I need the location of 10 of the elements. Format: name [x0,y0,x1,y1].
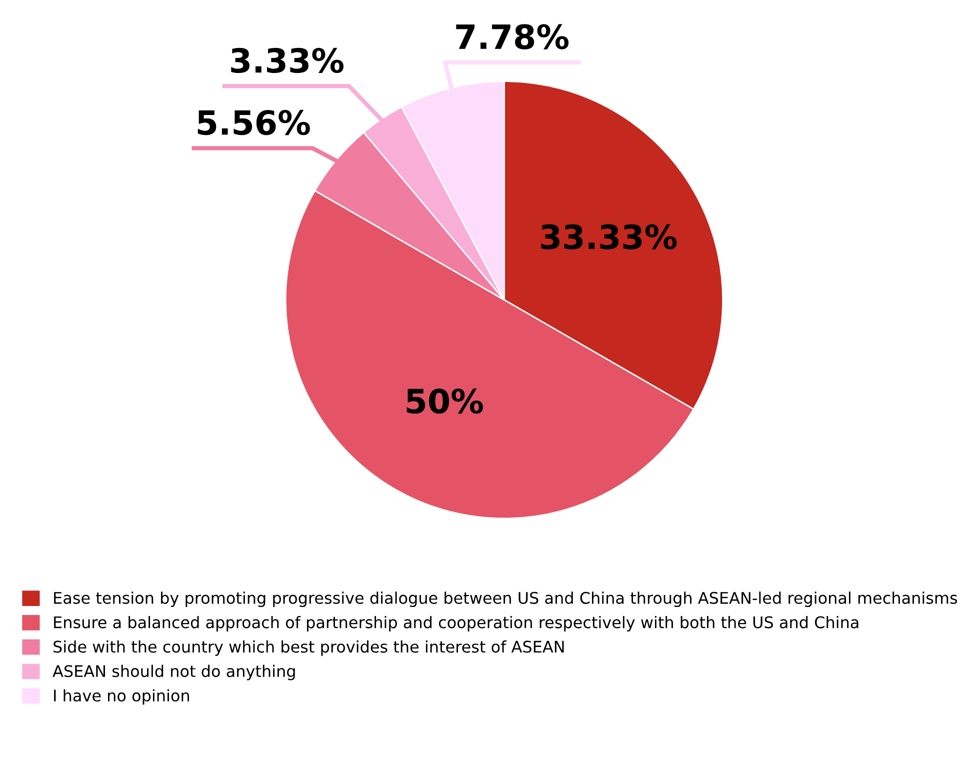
data-label: 5.56% [198,110,310,136]
legend-label: Side with the country which best provides the interest of ASEAN [54,640,564,656]
data-label: 50% [406,388,483,414]
data-label: 33.33% [541,224,677,250]
data-label: 3.33% [231,48,344,74]
legend-label: Ease tension by promoting progressive dialogue between US and China through ASEAN-led regional mechanisms [54,592,958,608]
legend-label: ASEAN should not do anything [52,664,295,680]
legend-label: Ensure a balanced approach of partnership and cooperation respectively with both the US and China [54,616,858,632]
legend-label: I have no opinion [54,689,189,705]
data-label: 7.78% [456,24,569,50]
